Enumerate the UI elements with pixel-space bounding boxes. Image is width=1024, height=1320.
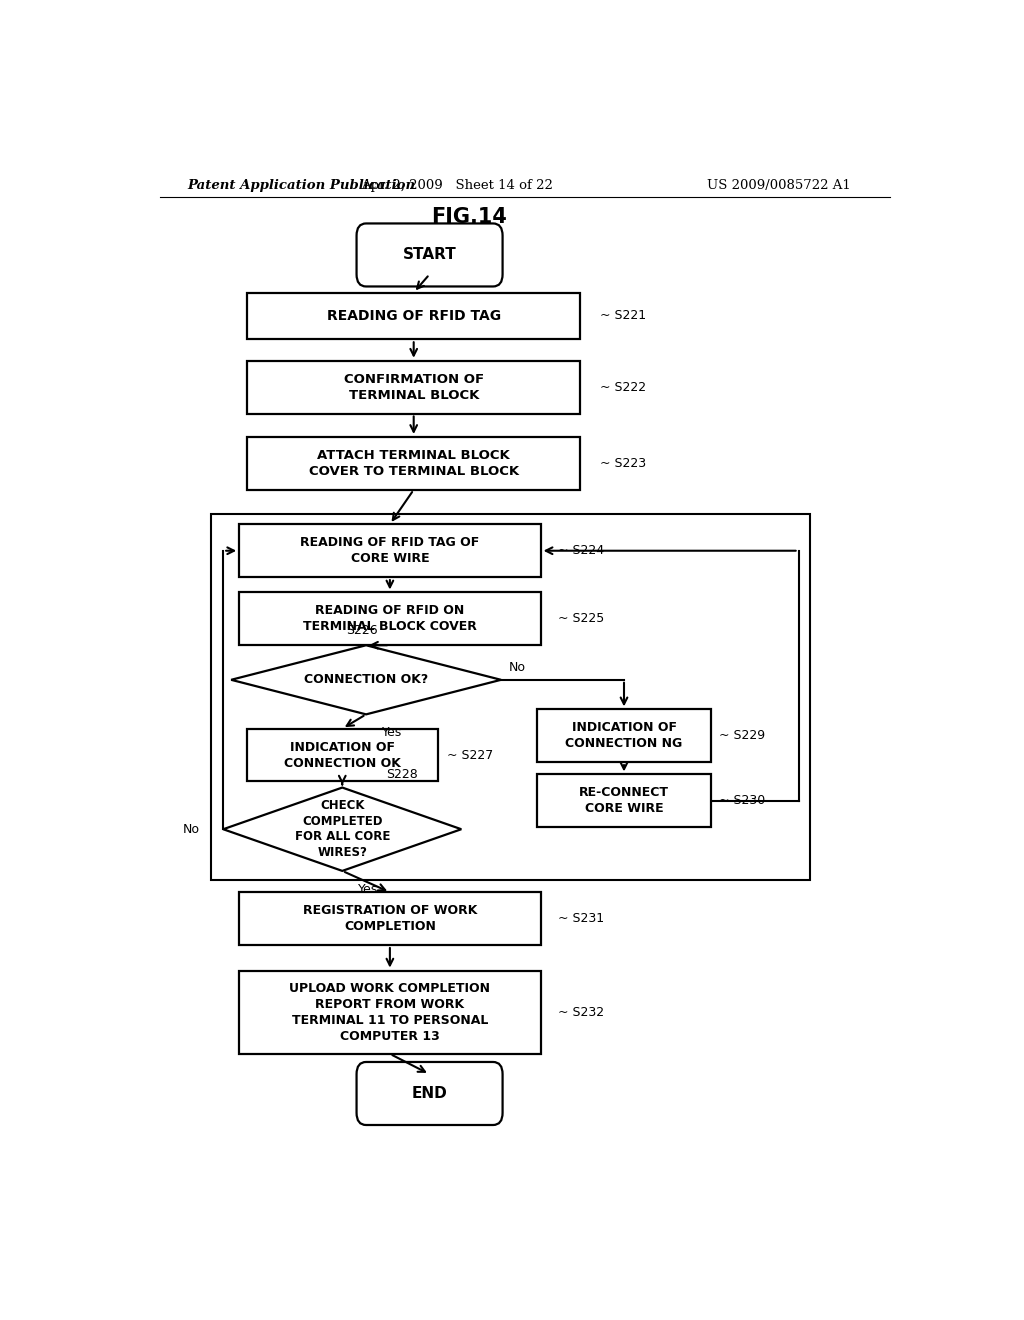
Text: CHECK
COMPLETED
FOR ALL CORE
WIRES?: CHECK COMPLETED FOR ALL CORE WIRES? [295,800,390,859]
Text: ~ S230: ~ S230 [719,795,766,808]
Text: ~ S223: ~ S223 [600,457,646,470]
Text: Yes: Yes [358,883,379,896]
Text: CONNECTION OK?: CONNECTION OK? [304,673,428,686]
FancyBboxPatch shape [240,892,541,945]
Text: ATTACH TERMINAL BLOCK
COVER TO TERMINAL BLOCK: ATTACH TERMINAL BLOCK COVER TO TERMINAL … [308,449,519,478]
Text: CONFIRMATION OF
TERMINAL BLOCK: CONFIRMATION OF TERMINAL BLOCK [344,372,483,401]
Text: START: START [402,247,457,263]
Text: READING OF RFID TAG OF
CORE WIRE: READING OF RFID TAG OF CORE WIRE [300,536,479,565]
Polygon shape [231,645,501,714]
FancyBboxPatch shape [537,775,712,828]
Text: REGISTRATION OF WORK
COMPLETION: REGISTRATION OF WORK COMPLETION [303,904,477,933]
FancyBboxPatch shape [537,709,712,762]
Text: END: END [412,1086,447,1101]
Text: ~ S231: ~ S231 [558,912,604,925]
Text: ~ S225: ~ S225 [558,612,604,626]
Text: ~ S224: ~ S224 [558,544,604,557]
Text: FIG.14: FIG.14 [431,207,507,227]
Text: READING OF RFID TAG: READING OF RFID TAG [327,309,501,323]
Text: ~ S232: ~ S232 [558,1006,604,1019]
Text: Yes: Yes [382,726,402,739]
FancyBboxPatch shape [356,1063,503,1125]
Text: READING OF RFID ON
TERMINAL BLOCK COVER: READING OF RFID ON TERMINAL BLOCK COVER [303,605,477,634]
FancyBboxPatch shape [240,593,541,645]
FancyBboxPatch shape [247,437,581,490]
Text: ~ S229: ~ S229 [719,729,765,742]
Text: INDICATION OF
CONNECTION OK: INDICATION OF CONNECTION OK [284,741,400,770]
Text: US 2009/0085722 A1: US 2009/0085722 A1 [707,180,851,193]
FancyBboxPatch shape [247,729,437,781]
Text: No: No [182,822,200,836]
FancyBboxPatch shape [240,970,541,1053]
Polygon shape [223,788,462,871]
Text: UPLOAD WORK COMPLETION
REPORT FROM WORK
TERMINAL 11 TO PERSONAL
COMPUTER 13: UPLOAD WORK COMPLETION REPORT FROM WORK … [290,982,490,1043]
Text: RE-CONNECT
CORE WIRE: RE-CONNECT CORE WIRE [579,787,669,816]
FancyBboxPatch shape [247,360,581,413]
Text: INDICATION OF
CONNECTION NG: INDICATION OF CONNECTION NG [565,721,683,750]
FancyBboxPatch shape [247,293,581,339]
Text: Apr. 2, 2009   Sheet 14 of 22: Apr. 2, 2009 Sheet 14 of 22 [361,180,553,193]
Text: S228: S228 [386,768,418,781]
Text: Patent Application Publication: Patent Application Publication [187,180,416,193]
Text: S226: S226 [346,624,378,638]
Text: No: No [509,661,526,675]
Text: ~ S221: ~ S221 [600,309,646,322]
Text: ~ S227: ~ S227 [447,748,494,762]
Text: ~ S222: ~ S222 [600,380,646,393]
FancyBboxPatch shape [356,223,503,286]
FancyBboxPatch shape [240,524,541,577]
